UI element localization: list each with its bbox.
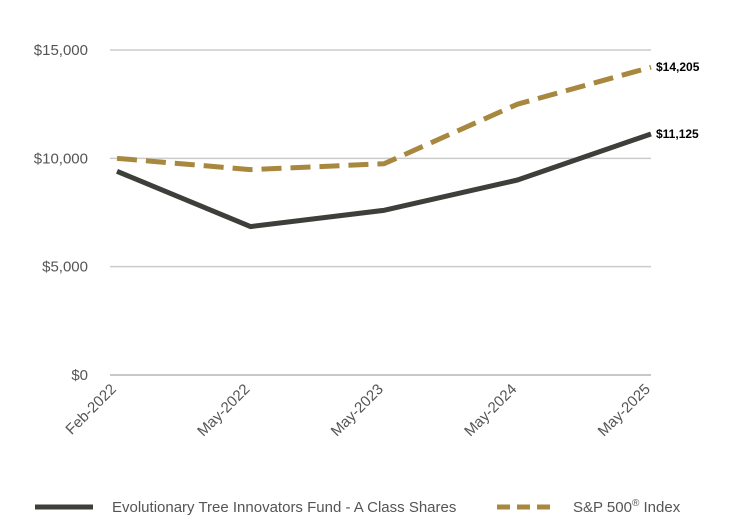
y-tick-label: $0 [71, 367, 88, 384]
y-tick-label: $5,000 [42, 259, 88, 276]
y-tick-label: $10,000 [34, 150, 88, 167]
legend-label-index-name: S&P 500 [573, 499, 632, 516]
legend: Evolutionary Tree Innovators Fund - A Cl… [35, 498, 681, 516]
x-tick-label: May-2022 [194, 381, 253, 440]
legend-label-index-sup: ® [632, 498, 640, 509]
end-label-fund: $11,125 [656, 127, 699, 141]
x-tick-label: May-2024 [461, 381, 520, 440]
series-line-index [116, 64, 652, 173]
legend-label-index-suffix: Index [639, 499, 680, 516]
series-lines [116, 64, 652, 230]
x-axis-tick-labels: Feb-2022 May-2022 May-2023 May-2024 May-2025 [62, 381, 653, 440]
x-tick-label: May-2023 [328, 381, 387, 440]
y-axis-tick-labels: $0 $5,000 $10,000 $15,000 [34, 42, 88, 384]
y-tick-label: $15,000 [34, 42, 88, 59]
end-labels: $14,205 $11,125 [656, 60, 700, 141]
x-tick-label: May-2025 [595, 381, 654, 440]
end-label-index: $14,205 [656, 60, 700, 74]
grid-lines [110, 49, 651, 376]
legend-label-fund: Evolutionary Tree Innovators Fund - A Cl… [112, 499, 456, 516]
legend-label-index: S&P 500® Index [573, 498, 681, 516]
x-tick-label: Feb-2022 [62, 381, 119, 438]
series-line-fund [116, 131, 652, 230]
